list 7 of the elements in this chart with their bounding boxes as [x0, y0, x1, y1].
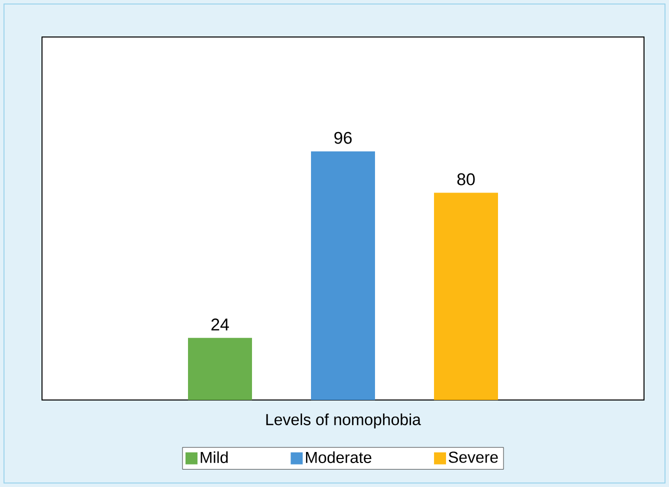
data-label: 24	[211, 318, 229, 330]
x-tick-label: Severe	[448, 452, 498, 463]
data-label: 96	[334, 132, 352, 144]
data-label: 80	[457, 173, 475, 186]
x-tick-label: Mild	[200, 451, 228, 464]
x-axis-title: Levels of nomophobia	[266, 414, 421, 428]
x-tick-label: Moderate	[306, 451, 372, 464]
